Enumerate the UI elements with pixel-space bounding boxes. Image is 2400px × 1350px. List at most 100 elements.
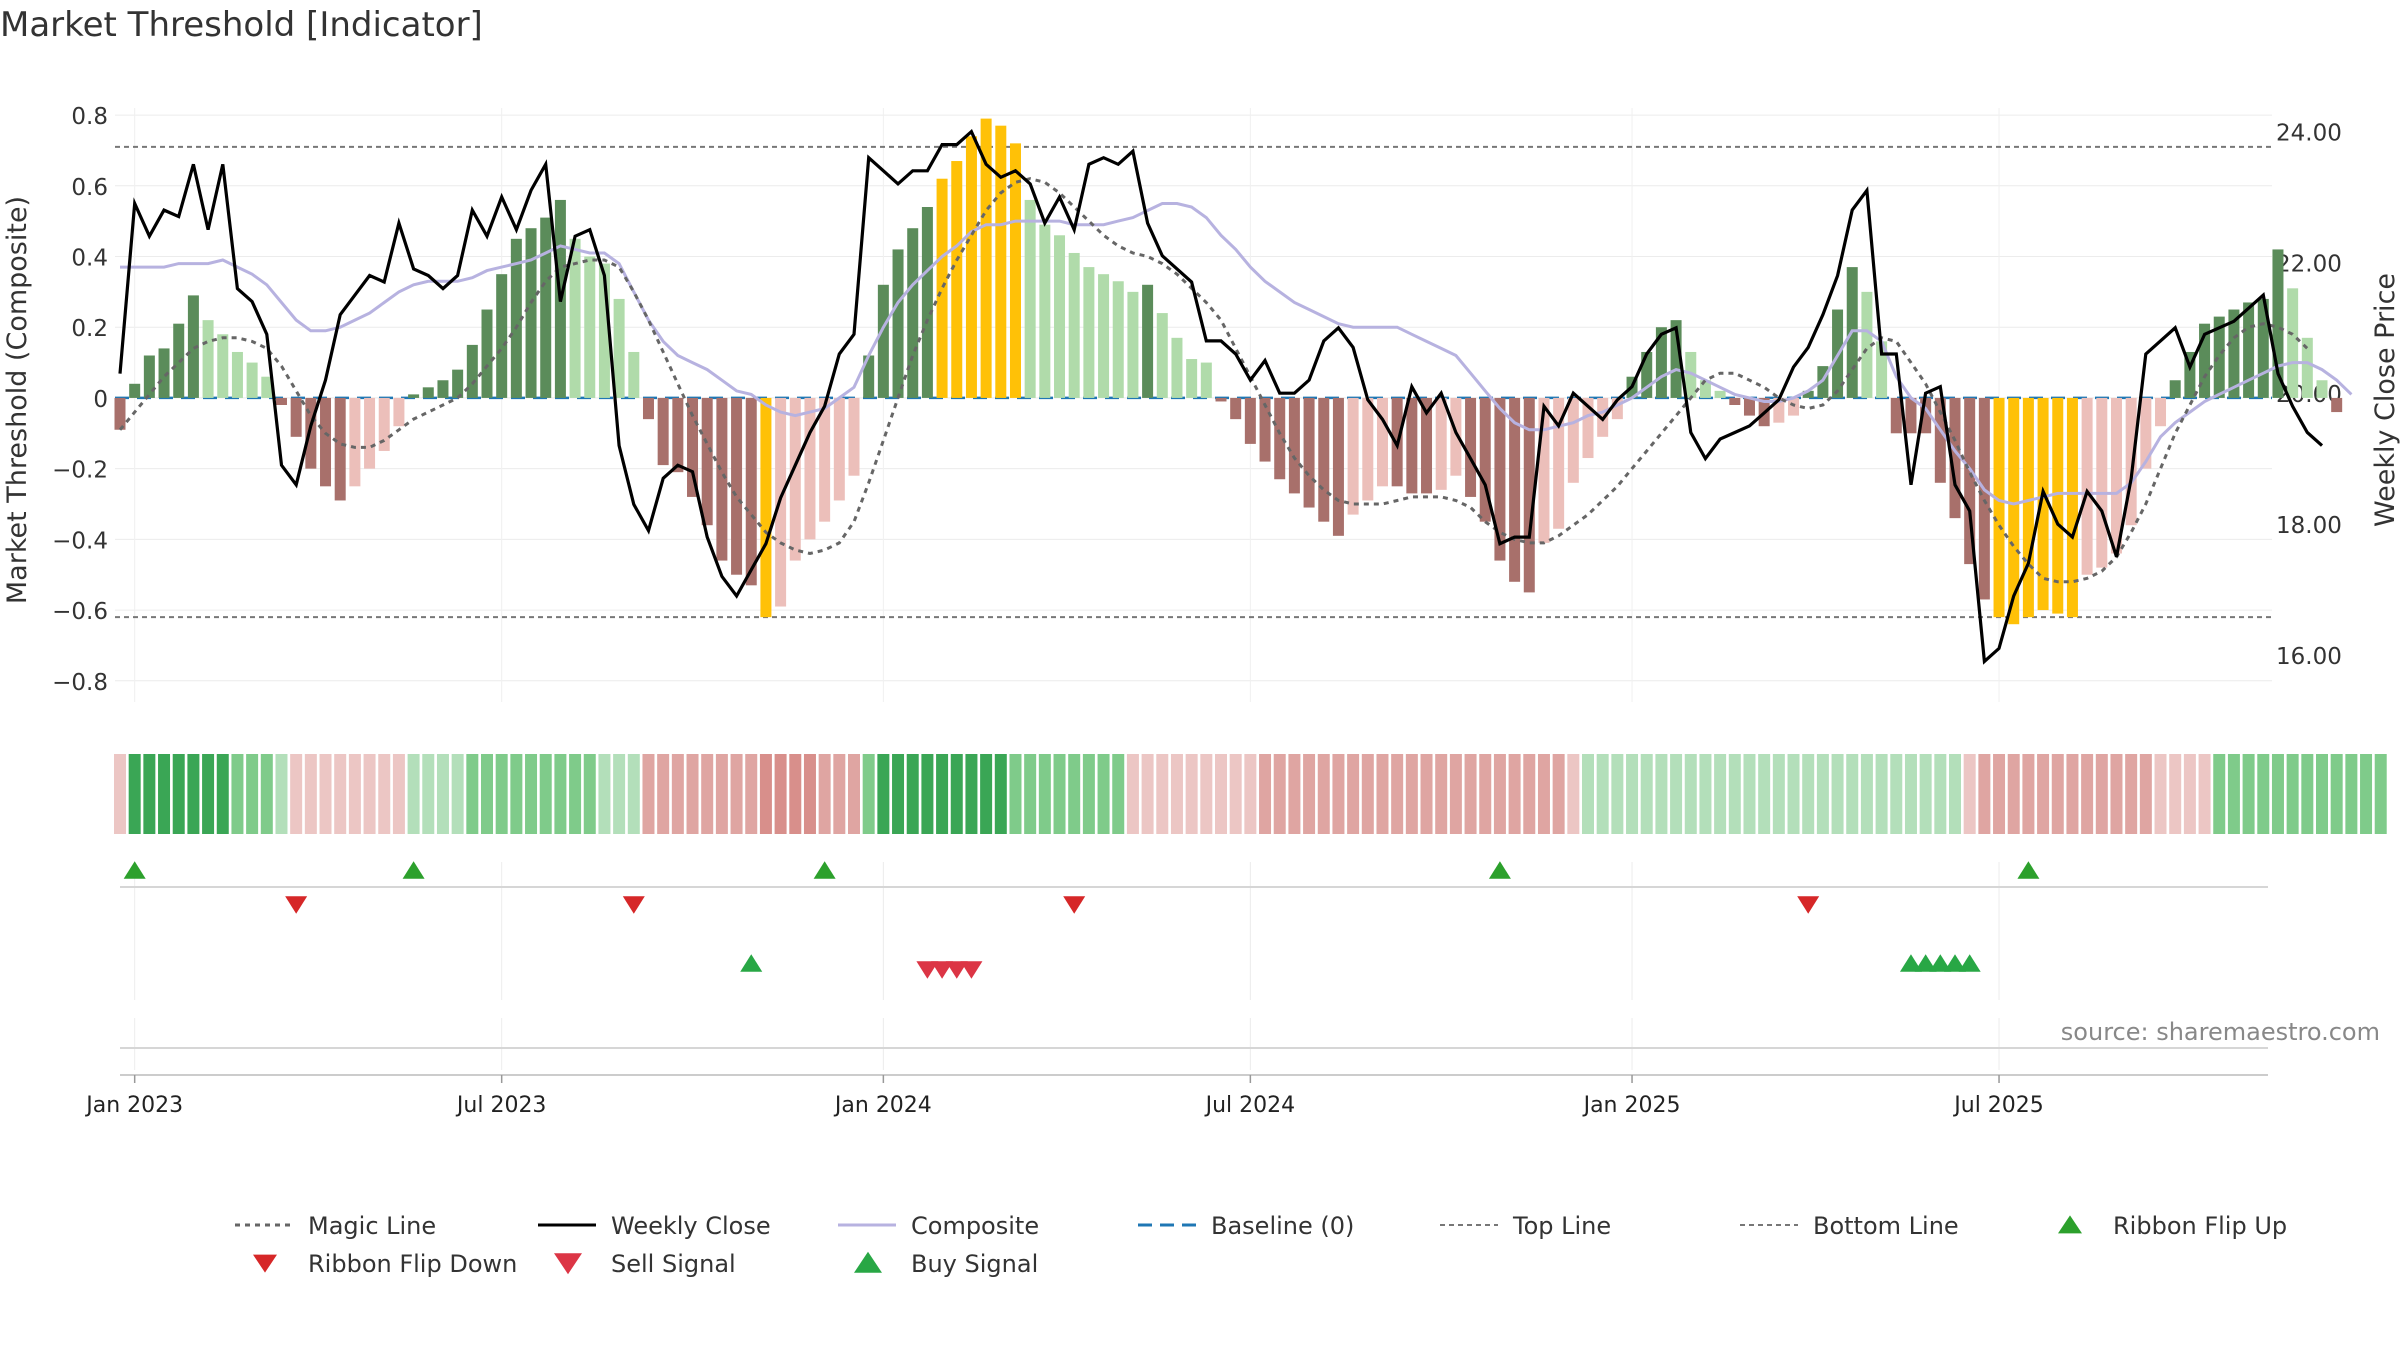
ribbon-cell [2081,754,2094,834]
composite-bar [364,397,376,469]
composite-bar [246,362,258,398]
ribbon-cell [1053,754,1066,834]
composite-bar [1773,397,1785,423]
composite-bar [936,178,948,398]
composite-bar [1156,313,1168,398]
composite-bar [187,295,199,398]
composite-bar [1905,397,1917,434]
legend-label: Baseline (0) [1211,1212,1354,1240]
composite-bar [731,397,743,575]
left-tick-label: −0.6 [52,599,108,625]
ribbon-cell [1009,754,1022,834]
ribbon-cell [2227,754,2240,834]
ribbon-cell [2374,754,2387,834]
ribbon-cell [1728,754,1741,834]
ribbon-cell [686,754,699,834]
ribbon-strip [114,754,2387,834]
ribbon-cell [1640,754,1653,834]
ribbon-cell [642,754,655,834]
ribbon-cell [1596,754,1609,834]
ribbon-cell [1802,754,1815,834]
ribbon-cell [906,754,919,834]
ribbon-cell [1772,754,1785,834]
ribbon-cell [671,754,684,834]
composite-bar [877,284,889,398]
ribbon-flip-up-marker [2017,861,2040,879]
ribbon-cell [833,754,846,834]
ribbon-cell [1244,754,1257,834]
composite-bar [745,397,757,586]
ribbon-cell [1449,754,1462,834]
signal-markers [123,861,2040,979]
composite-bar [452,369,464,398]
composite-bar [1714,390,1726,398]
ribbon-cell [1317,754,1330,834]
composite-bar [789,397,801,561]
legend-label: Composite [911,1212,1039,1240]
ribbon-cell [1831,754,1844,834]
x-tick-label: Jul 2023 [455,1093,547,1118]
composite-bar [657,397,669,466]
ribbon-cell [392,754,405,834]
ribbon-cell [1347,754,1360,834]
ribbon-cell [2242,754,2255,834]
ribbon-cell [1038,754,1051,834]
ribbon-cell [202,754,215,834]
ribbon-cell [1259,754,1272,834]
composite-bar [1112,281,1124,398]
legend-label: Buy Signal [911,1250,1038,1278]
composite-bar [569,238,581,398]
ribbon-cell [158,754,171,834]
left-tick-label: 0.8 [71,104,108,130]
x-tick-label: Jan 2025 [1582,1093,1681,1118]
x-tick-label: Jul 2025 [1952,1093,2044,1118]
ribbon-cell [803,754,816,834]
ribbon-cell [818,754,831,834]
composite-bar [1861,291,1873,398]
ribbon-cell [1024,754,1037,834]
right-axis-label: Weekly Close Price [2370,273,2400,527]
ribbon-cell [1508,754,1521,834]
ribbon-cell [2301,754,2314,834]
ribbon-cell [2051,754,2064,834]
ribbon-cell [143,754,156,834]
ribbon-cell [1200,754,1213,834]
composite-bar [863,355,875,398]
x-tick-label: Jul 2024 [1204,1093,1296,1118]
composite-bar [334,397,346,501]
ribbon-cell [1215,754,1227,834]
ribbon-cell [1758,754,1771,834]
buy-signal-marker [1914,954,1937,972]
ribbon-cell [1376,754,1389,834]
composite-bar [1685,351,1697,398]
ribbon-cell [1846,754,1859,834]
composite-bar [510,238,522,398]
ribbon-cell [2316,754,2328,834]
composite-bar [848,397,860,476]
composite-bars [114,118,2343,625]
composite-bar [143,355,155,398]
ribbon-cell [759,754,772,834]
ribbon-cell [495,754,508,834]
composite-bar [1362,397,1374,501]
ribbon-cell [1860,754,1873,834]
composite-bar [305,397,317,469]
composite-bar [1890,397,1902,434]
ribbon-cell [2271,754,2284,834]
source-note: source: sharemaestro.com [2061,1018,2380,1046]
ribbon-cell [2022,754,2035,834]
composite-bar [1215,397,1227,402]
composite-bar [2037,397,2049,611]
ribbon-flip-down-marker [1797,896,1820,914]
ribbon-flip-up-marker [1488,861,1511,879]
weekly-close-line [118,128,2324,665]
legend-label: Ribbon Flip Down [308,1250,517,1278]
composite-bar [1347,397,1359,515]
right-tick-label: 16.00 [2276,644,2342,670]
composite-bar [540,217,552,398]
ribbon-cell [1391,754,1404,834]
ribbon-cell [1523,754,1536,834]
composite-bar [1332,397,1344,536]
composite-bar [1186,359,1198,398]
composite-bar [598,263,610,398]
